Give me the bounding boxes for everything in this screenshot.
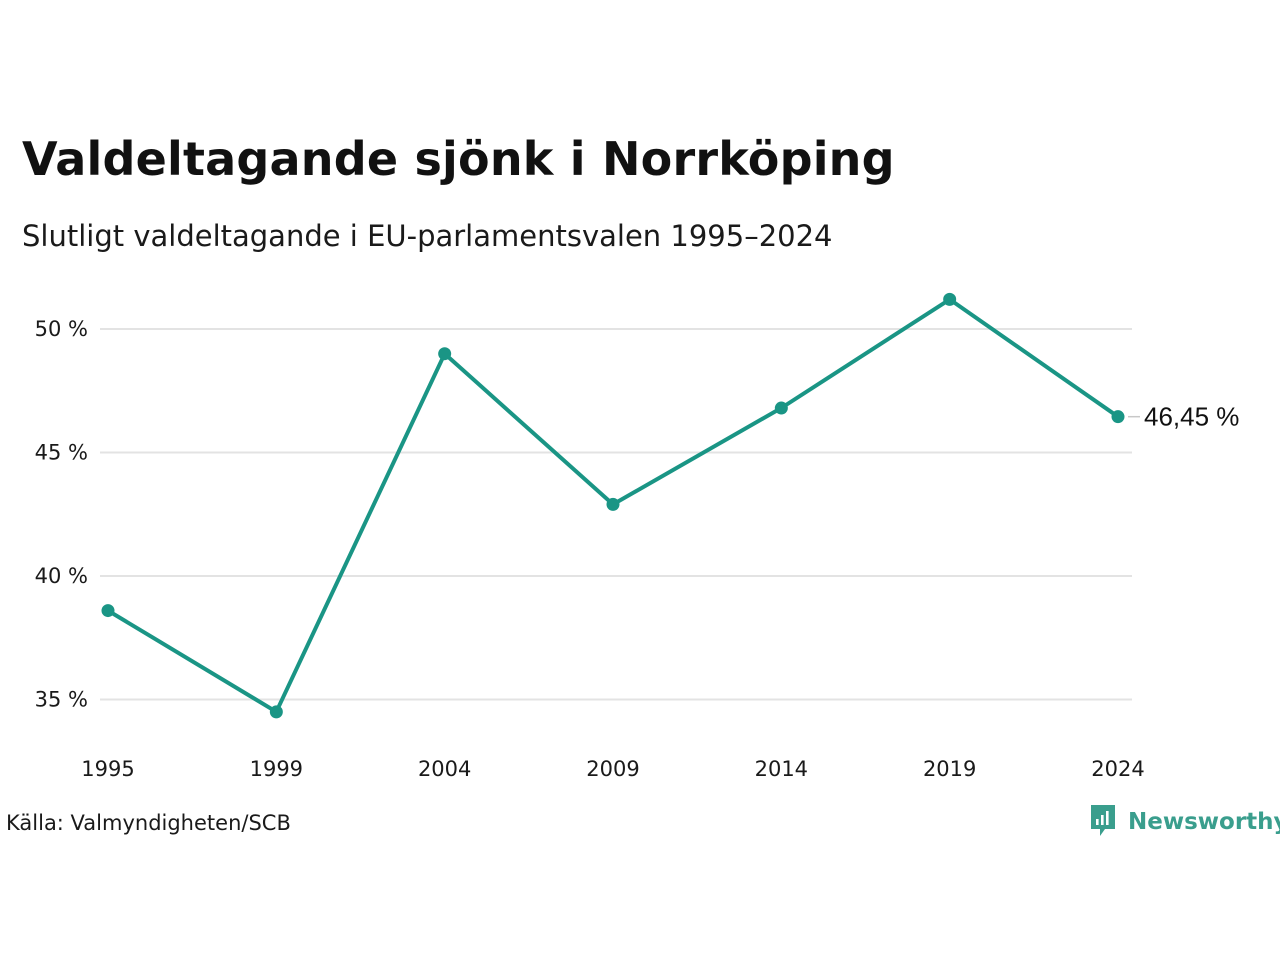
brand-name: Newsworthy [1128, 809, 1280, 835]
chart-subtitle: Slutligt valdeltagande i EU-parlamentsva… [22, 219, 833, 253]
grid-layer [100, 328, 1132, 701]
chart-title: Valdeltagande sjönk i Norrköping [22, 132, 895, 186]
y-tick-label: 35 % [35, 688, 88, 712]
data-point [1111, 410, 1125, 424]
data-point [101, 604, 115, 618]
y-tick-label: 40 % [35, 564, 88, 588]
brand-logo: Newsworthy [1089, 803, 1280, 841]
x-tick-label: 1999 [250, 757, 303, 781]
x-tick-label: 2004 [418, 757, 471, 781]
source-note: Källa: Valmyndigheten/SCB [6, 811, 291, 835]
data-label-layer: 46,45 % [1128, 402, 1239, 432]
x-tick-label: 2019 [923, 757, 976, 781]
data-point [269, 705, 283, 719]
x-tick-label: 2009 [586, 757, 639, 781]
x-tick-label: 2024 [1091, 757, 1144, 781]
line-chart: 35 % 40 % 45 % 50 % 1995 1999 2004 2009 2014 201… [35, 292, 1239, 781]
data-point [774, 401, 788, 415]
y-tick-label: 45 % [35, 441, 88, 465]
x-tick-label: 2014 [755, 757, 808, 781]
series-layer [101, 292, 1125, 719]
data-point [438, 347, 452, 361]
y-axis-ticks: 35 % 40 % 45 % 50 % [35, 317, 88, 712]
data-point [606, 497, 620, 511]
x-tick-label: 1995 [81, 757, 134, 781]
y-tick-label: 50 % [35, 317, 88, 341]
data-point [943, 292, 957, 306]
x-axis-ticks: 1995 1999 2004 2009 2014 2019 2024 [81, 757, 1144, 781]
data-label-last: 46,45 % [1144, 402, 1239, 432]
newsworthy-logo-icon [1091, 805, 1115, 836]
